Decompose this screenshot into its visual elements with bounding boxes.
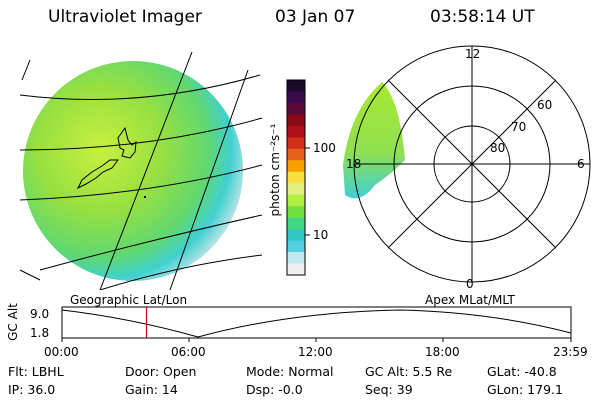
mlt-label-0: 0 — [466, 277, 474, 291]
colorbar — [286, 79, 310, 276]
geographic-label: Geographic Lat/Lon — [70, 293, 188, 307]
info-dsp: Dsp: -0.0 — [246, 382, 303, 397]
earth-disk — [23, 61, 243, 281]
timeline-xtick-0000: 00:00 — [44, 345, 79, 359]
info-door: Door: Open — [125, 364, 197, 379]
colorbar-label: photon cm⁻²s⁻¹ — [268, 123, 282, 217]
info-gain: Gain: 14 — [125, 382, 178, 397]
timeline-ylabel: GC Alt — [5, 303, 20, 341]
mlt-label-18: 18 — [346, 157, 362, 171]
timeline-ytick-max: 9.0 — [30, 307, 50, 321]
colorbar-tick-100: 100 — [313, 141, 336, 155]
colorbar-segment — [287, 206, 305, 219]
info-seq: Seq: 39 — [365, 382, 413, 397]
timeline-xtick-2359: 23:59 — [553, 345, 588, 359]
station-marker — [144, 196, 146, 198]
timeline-xtick-1800: 18:00 — [425, 345, 460, 359]
auroral-oval — [343, 82, 405, 199]
coastline — [76, 126, 137, 190]
colorbar-segment — [287, 148, 305, 161]
time-label: 03:58:14 UT — [430, 7, 535, 27]
colorbar-tick-10: 10 — [313, 228, 329, 242]
colorbar-segment — [287, 137, 305, 150]
colorbar-segment — [287, 114, 305, 127]
date-label: 03 Jan 07 — [275, 7, 356, 27]
timeline-xtick-1200: 12:00 — [298, 345, 333, 359]
colorbar-segment — [287, 91, 305, 104]
colorbar-segment — [287, 217, 305, 230]
mlat-label-80: 80 — [490, 141, 506, 155]
colorbar-segment — [287, 229, 305, 242]
timeline-xtick-0600: 06:00 — [171, 345, 206, 359]
info-glon: GLon: 179.1 — [487, 382, 563, 397]
info-glat: GLat: -40.8 — [487, 364, 557, 379]
colorbar-segment — [287, 183, 305, 196]
imager-title: Ultraviolet Imager — [48, 7, 202, 27]
mlat-label-60: 60 — [537, 98, 553, 112]
colorbar-segment — [287, 102, 305, 116]
info-mode: Mode: Normal — [246, 364, 334, 379]
colorbar-segment — [287, 194, 305, 207]
mlat-label-70: 70 — [511, 120, 527, 134]
timeline — [61, 306, 572, 342]
colorbar-segment — [287, 240, 305, 253]
info-ip: IP: 36.0 — [8, 382, 56, 397]
geographic-image — [19, 52, 263, 290]
polar-plot — [343, 45, 591, 283]
colorbar-segment — [287, 125, 305, 138]
colorbar-segment — [287, 160, 305, 173]
colorbar-segment — [287, 263, 305, 276]
colorbar-segment — [287, 252, 305, 265]
info-gcalt: GC Alt: 5.5 Re — [365, 364, 453, 379]
colorbar-segment — [287, 80, 305, 93]
apex-label: Apex MLat/MLT — [425, 293, 515, 307]
timeline-ytick-min: 1.8 — [30, 326, 50, 340]
geo-grid — [19, 52, 263, 290]
altitude-curve — [61, 309, 572, 338]
mlt-label-6: 6 — [577, 157, 585, 171]
info-flt: Flt: LBHL — [8, 364, 64, 379]
mlt-label-12: 12 — [465, 47, 481, 61]
colorbar-segment — [287, 171, 305, 184]
